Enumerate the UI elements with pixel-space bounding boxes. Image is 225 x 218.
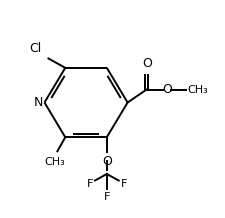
Text: O: O <box>141 57 151 70</box>
Text: Cl: Cl <box>29 42 41 55</box>
Text: F: F <box>86 179 93 189</box>
Text: O: O <box>101 155 111 168</box>
Text: F: F <box>120 179 126 189</box>
Text: CH₃: CH₃ <box>186 85 207 95</box>
Text: F: F <box>103 192 110 203</box>
Text: N: N <box>34 96 43 109</box>
Text: CH₃: CH₃ <box>45 157 65 167</box>
Text: O: O <box>161 83 171 96</box>
